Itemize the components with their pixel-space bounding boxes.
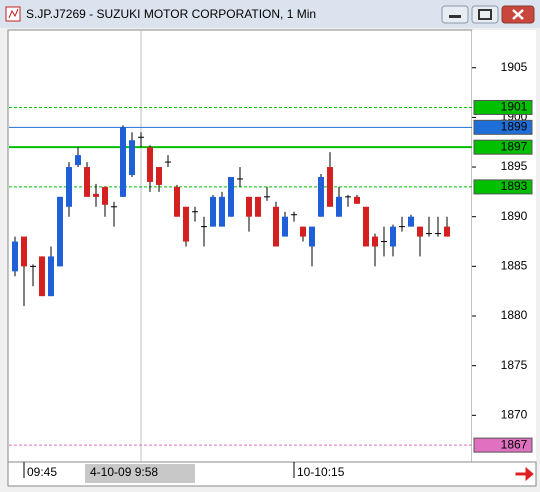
candle-body	[300, 226, 306, 237]
price-level-label: 1901	[501, 100, 528, 114]
price-level-box	[473, 139, 533, 155]
candle-body	[12, 241, 18, 272]
y-tick-label: 1870	[501, 407, 528, 421]
x-tick-label: 10-10:15	[297, 465, 345, 479]
price-level-box	[473, 179, 533, 195]
candle-body	[309, 226, 315, 247]
y-tick-label: 1875	[501, 358, 528, 372]
candle-body	[210, 196, 216, 227]
minimize-glyph	[449, 15, 461, 18]
candle-body	[273, 206, 279, 247]
y-tick-label: 1880	[501, 308, 528, 322]
candle-body	[102, 186, 108, 205]
candle-body	[390, 226, 396, 247]
app-icon-glyph	[8, 8, 19, 19]
price-level-label: 1867	[501, 437, 528, 451]
window-title: S.JP.J7269 - SUZUKI MOTOR CORPORATION, 1…	[26, 7, 316, 21]
price-level-label: 1893	[501, 179, 528, 193]
y-tick-label: 1885	[501, 259, 528, 273]
candle-body	[372, 236, 378, 247]
candle-body	[327, 167, 333, 207]
y-tick-label: 1890	[501, 209, 528, 223]
y-tick-label: 1895	[501, 159, 528, 173]
price-level-label: 1897	[501, 139, 528, 153]
candle-body	[282, 216, 288, 237]
maximize-button[interactable]	[471, 5, 499, 24]
candle-body	[444, 226, 450, 237]
candle-body	[255, 196, 261, 217]
price-level-box	[473, 437, 533, 453]
candle-body	[93, 193, 99, 197]
candle-body	[156, 167, 162, 185]
candle-body	[336, 196, 342, 217]
window-buttons[interactable]	[441, 5, 535, 24]
candle-body	[417, 226, 423, 237]
candle-body	[21, 236, 27, 267]
candle-body	[354, 196, 360, 204]
y-tick-label: 1905	[501, 60, 528, 74]
minimize-button[interactable]	[441, 5, 469, 24]
close-glyph	[512, 9, 524, 20]
candle-body	[219, 196, 225, 227]
x-tick-label: 09:45	[27, 465, 57, 479]
candle-body	[39, 256, 45, 297]
price-level-box	[473, 99, 533, 115]
candle-body	[66, 167, 72, 207]
scroll-arrow[interactable]	[515, 466, 534, 482]
candle-body	[183, 206, 189, 242]
candle-body	[174, 186, 180, 217]
candle-body	[363, 206, 369, 247]
plot-area	[7, 29, 473, 463]
candle-body	[318, 176, 324, 217]
candle-body	[120, 127, 126, 197]
candle-body	[57, 196, 63, 267]
candle-body	[408, 216, 414, 227]
candle-body	[129, 140, 135, 175]
candle-body	[228, 176, 234, 217]
candle-body	[48, 256, 54, 297]
maximize-glyph	[478, 9, 492, 20]
candle-body	[246, 196, 252, 217]
price-level-box	[473, 119, 533, 135]
candle-body	[75, 155, 81, 166]
price-axis	[472, 30, 536, 462]
crosshair-label: 4-10-09 9:58	[90, 465, 158, 479]
candle-body	[147, 147, 153, 182]
crosshair-label-box	[85, 464, 195, 483]
candle-body	[84, 167, 90, 197]
price-level-label: 1899	[501, 119, 528, 133]
